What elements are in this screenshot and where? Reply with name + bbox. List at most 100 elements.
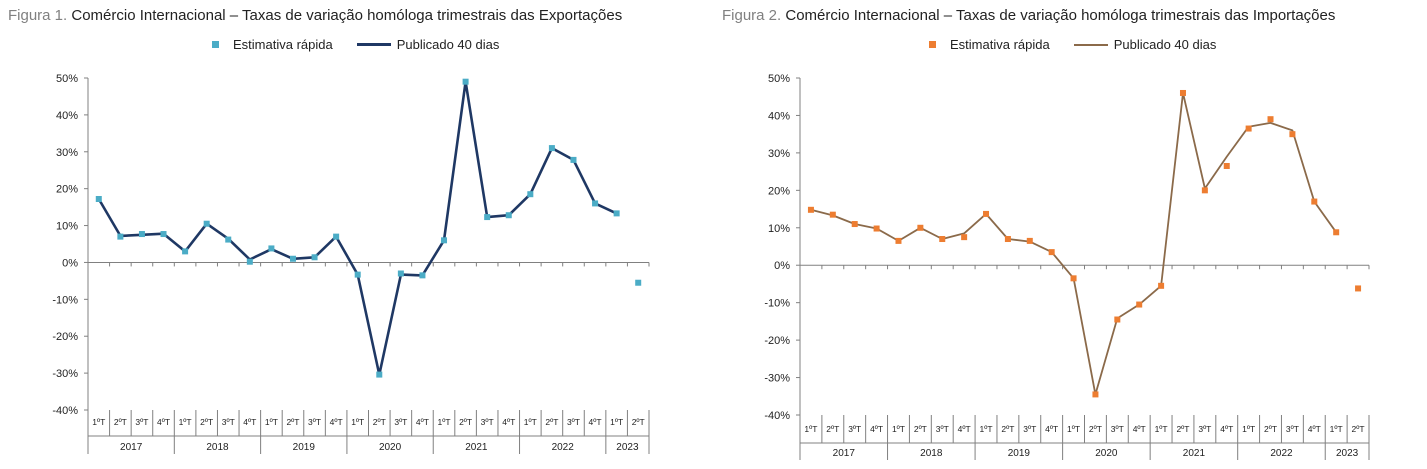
exports-year-label: 2023 bbox=[616, 442, 639, 453]
imports-year-label: 2022 bbox=[1270, 448, 1293, 459]
imports-quarter-label: 3ºT bbox=[1023, 424, 1036, 434]
exports-quarter-label: 1ºT bbox=[438, 417, 451, 427]
imports-chart-panel: Figura 2. Comércio Internacional – Taxas… bbox=[714, 0, 1427, 469]
imports-point-estimativa bbox=[983, 210, 990, 217]
imports-point-estimativa bbox=[1245, 125, 1252, 132]
imports-quarter-label: 4ºT bbox=[870, 424, 883, 434]
imports-point-estimativa bbox=[1355, 285, 1362, 292]
imports-y-tick-label: -20% bbox=[764, 335, 790, 347]
exports-legend-line-swatch bbox=[356, 43, 391, 46]
imports-legend: Estimativa rápida Publicado 40 dias bbox=[929, 37, 1216, 52]
exports-chart-title: Figura 1. Comércio Internacional – Taxas… bbox=[8, 7, 622, 24]
imports-y-tick-label: 50% bbox=[768, 73, 790, 85]
imports-quarter-label: 2ºT bbox=[1352, 424, 1365, 434]
imports-legend-marker-label: Estimativa rápida bbox=[950, 37, 1050, 52]
exports-point-estimativa bbox=[592, 200, 599, 207]
exports-legend-marker-swatch bbox=[212, 41, 219, 48]
imports-y-tick-label: 0% bbox=[774, 260, 790, 272]
exports-point-estimativa bbox=[95, 195, 102, 202]
exports-point-estimativa bbox=[225, 236, 232, 243]
imports-chart-title: Figura 2. Comércio Internacional – Taxas… bbox=[722, 7, 1335, 24]
exports-quarter-label: 2ºT bbox=[286, 417, 299, 427]
exports-year-label: 2022 bbox=[552, 442, 575, 453]
exports-y-tick-label: 40% bbox=[56, 110, 78, 122]
imports-quarter-label: 1ºT bbox=[1330, 424, 1343, 434]
exports-quarter-label: 4ºT bbox=[589, 417, 602, 427]
imports-quarter-label: 4ºT bbox=[1045, 424, 1058, 434]
exports-point-estimativa bbox=[333, 233, 340, 240]
exports-quarter-label: 2ºT bbox=[373, 417, 386, 427]
exports-quarter-label: 3ºT bbox=[394, 417, 407, 427]
exports-point-estimativa bbox=[182, 248, 189, 255]
exports-y-tick-label: 0% bbox=[62, 257, 78, 269]
exports-title-text: Comércio Internacional – Taxas de variaç… bbox=[71, 7, 623, 24]
exports-quarter-label: 4ºT bbox=[416, 417, 429, 427]
exports-year-label: 2021 bbox=[465, 442, 488, 453]
exports-point-estimativa bbox=[289, 255, 296, 262]
imports-point-estimativa bbox=[1158, 282, 1165, 289]
exports-y-tick-label: -30% bbox=[52, 368, 78, 380]
imports-legend-line-label: Publicado 40 dias bbox=[1113, 37, 1217, 52]
exports-quarter-label: 2ºT bbox=[459, 417, 472, 427]
exports-y-tick-label: -10% bbox=[52, 294, 78, 306]
exports-point-estimativa bbox=[613, 210, 620, 217]
exports-y-tick-label: 50% bbox=[56, 73, 78, 85]
imports-quarter-label: 2ºT bbox=[1001, 424, 1014, 434]
imports-year-label: 2020 bbox=[1095, 448, 1118, 459]
imports-legend-marker-swatch bbox=[929, 41, 936, 48]
imports-point-estimativa bbox=[1179, 89, 1186, 96]
imports-point-estimativa bbox=[961, 234, 968, 241]
exports-quarter-label: 4ºT bbox=[502, 417, 515, 427]
imports-line-publicado bbox=[810, 92, 1337, 396]
exports-point-estimativa bbox=[441, 237, 448, 244]
imports-point-estimativa bbox=[895, 237, 902, 244]
imports-quarter-label: 1ºT bbox=[1155, 424, 1168, 434]
exports-quarter-label: 3ºT bbox=[567, 417, 580, 427]
exports-quarter-label: 1ºT bbox=[610, 417, 623, 427]
imports-point-estimativa bbox=[1026, 237, 1033, 244]
imports-point-estimativa bbox=[1114, 316, 1121, 323]
exports-y-tick-label: -20% bbox=[52, 331, 78, 343]
exports-y-tick-label: 30% bbox=[56, 147, 78, 159]
exports-quarter-label: 2ºT bbox=[114, 417, 127, 427]
imports-year-label: 2019 bbox=[1008, 448, 1031, 459]
exports-quarter-label: 1ºT bbox=[92, 417, 105, 427]
exports-point-estimativa bbox=[635, 279, 642, 286]
imports-point-estimativa bbox=[1092, 391, 1099, 398]
exports-quarter-label: 1ºT bbox=[179, 417, 192, 427]
exports-quarter-label: 1ºT bbox=[265, 417, 278, 427]
exports-legend-marker-label: Estimativa rápida bbox=[233, 37, 333, 52]
imports-y-tick-label: 30% bbox=[768, 148, 790, 160]
imports-quarter-label: 3ºT bbox=[1286, 424, 1299, 434]
exports-quarter-label: 3ºT bbox=[135, 417, 148, 427]
imports-quarter-label: 2ºT bbox=[914, 424, 927, 434]
imports-quarter-label: 4ºT bbox=[958, 424, 971, 434]
exports-point-estimativa bbox=[462, 78, 469, 85]
imports-point-estimativa bbox=[917, 224, 924, 231]
exports-quarter-label: 3ºT bbox=[308, 417, 321, 427]
imports-quarter-label: 1ºT bbox=[1067, 424, 1080, 434]
imports-point-estimativa bbox=[873, 225, 880, 232]
exports-quarter-label: 1ºT bbox=[351, 417, 364, 427]
exports-point-estimativa bbox=[484, 214, 491, 221]
exports-point-estimativa bbox=[138, 231, 145, 238]
exports-point-estimativa bbox=[527, 191, 534, 198]
imports-quarter-label: 2ºT bbox=[1264, 424, 1277, 434]
imports-quarter-label: 1ºT bbox=[1242, 424, 1255, 434]
exports-y-tick-label: 10% bbox=[56, 221, 78, 233]
exports-point-estimativa bbox=[160, 231, 167, 238]
imports-quarter-label: 3ºT bbox=[1198, 424, 1211, 434]
exports-quarter-label: 1ºT bbox=[524, 417, 537, 427]
exports-legend: Estimativa rápida Publicado 40 dias bbox=[212, 37, 499, 52]
exports-figure-label: Figura 1. bbox=[8, 7, 68, 24]
exports-point-estimativa bbox=[570, 156, 577, 163]
imports-point-estimativa bbox=[939, 236, 946, 243]
exports-quarter-label: 2ºT bbox=[632, 417, 645, 427]
imports-year-label: 2023 bbox=[1336, 448, 1359, 459]
exports-point-estimativa bbox=[246, 258, 253, 265]
exports-quarter-label: 4ºT bbox=[157, 417, 170, 427]
imports-point-estimativa bbox=[1267, 116, 1274, 123]
imports-quarter-label: 1ºT bbox=[892, 424, 905, 434]
imports-quarter-label: 3ºT bbox=[1111, 424, 1124, 434]
exports-point-estimativa bbox=[354, 271, 361, 278]
